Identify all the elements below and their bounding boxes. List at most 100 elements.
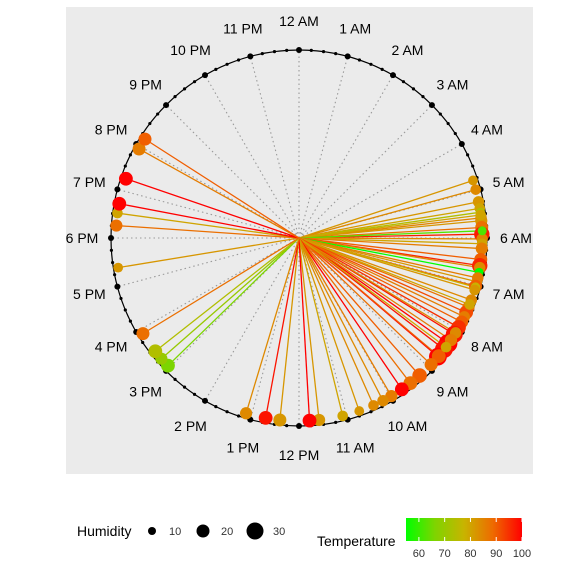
minor-tick	[173, 95, 177, 99]
data-segment	[298, 237, 472, 301]
data-point	[239, 407, 253, 420]
data-segment	[298, 237, 440, 357]
data-segment	[119, 203, 300, 239]
colorbar-tick-label: 100	[513, 548, 531, 560]
temperature-legend: Temperature 60 70 80 90 100	[317, 518, 531, 560]
data-point	[312, 413, 326, 427]
data-segment	[298, 237, 392, 397]
hour-tick	[108, 235, 114, 241]
minor-tick	[236, 414, 241, 418]
data-point	[368, 400, 379, 411]
hour-tick	[163, 102, 170, 109]
data-point	[377, 395, 389, 407]
hour-tick	[114, 283, 121, 290]
hour-label: 2 PM	[174, 418, 207, 434]
data-segment	[298, 237, 432, 366]
humidity-legend-key-20	[196, 524, 210, 538]
data-point	[470, 184, 482, 195]
data-segment	[160, 237, 300, 360]
colorbar-tick-label: 70	[439, 548, 451, 560]
minor-tick	[453, 131, 457, 136]
minor-tick	[214, 67, 218, 71]
data-point	[138, 132, 152, 146]
minor-tick	[334, 420, 338, 424]
data-segment	[117, 212, 300, 239]
data-segment	[298, 237, 465, 318]
minor-tick	[156, 112, 160, 116]
humidity-legend-label-10: 10	[169, 526, 181, 538]
minor-tick	[401, 80, 406, 84]
data-segment	[298, 220, 482, 239]
hour-label: 9 PM	[129, 77, 162, 93]
data-point	[110, 219, 123, 232]
data-segment	[116, 224, 300, 239]
data-segment	[167, 237, 300, 367]
hour-label: 2 AM	[392, 42, 424, 58]
data-point	[112, 196, 127, 211]
data-point	[440, 341, 452, 353]
hour-label: 12 PM	[279, 447, 319, 463]
data-segment	[142, 237, 300, 335]
data-segment	[298, 237, 459, 328]
data-segment	[125, 178, 300, 239]
minor-tick	[380, 67, 384, 71]
minor-tick	[438, 112, 442, 116]
hour-label: 12 AM	[279, 13, 319, 29]
humidity-legend-label-20: 20	[221, 526, 233, 538]
hour-label: 6 AM	[500, 230, 532, 246]
minor-tick	[182, 87, 187, 91]
minor-tick	[321, 50, 326, 54]
data-segment	[154, 237, 300, 352]
minor-tick	[357, 58, 362, 62]
data-segment	[298, 179, 474, 239]
minor-tick	[113, 273, 117, 277]
data-segment	[298, 237, 480, 269]
data-segment	[298, 237, 480, 273]
data-segment	[298, 237, 483, 245]
data-segment	[298, 237, 447, 348]
minor-tick	[369, 410, 373, 414]
minor-tick	[141, 340, 145, 345]
data-point	[136, 327, 150, 341]
hour-label: 5 AM	[493, 174, 525, 190]
data-segment	[298, 237, 375, 406]
data-point	[475, 242, 488, 255]
minor-tick	[109, 248, 114, 252]
minor-tick	[369, 62, 373, 66]
data-segment	[298, 237, 452, 341]
data-point	[424, 358, 438, 372]
hour-label: 11 PM	[223, 20, 262, 36]
minor-tick	[119, 296, 123, 301]
temperature-colorbar	[406, 518, 522, 541]
minor-tick	[446, 121, 450, 126]
minor-tick	[285, 423, 289, 428]
points-layer	[110, 132, 490, 428]
data-segment	[298, 237, 462, 323]
hour-label: 11 AM	[336, 440, 375, 456]
colorbar-tick-label: 60	[413, 548, 425, 560]
data-segment	[298, 237, 467, 314]
hour-tick	[344, 53, 351, 60]
data-point	[148, 344, 163, 359]
data-point	[132, 142, 146, 156]
minor-tick	[421, 95, 425, 99]
data-segment	[298, 201, 479, 239]
data-segment	[298, 237, 483, 240]
data-segment	[298, 189, 476, 239]
colorbar-tick-label: 80	[464, 548, 476, 560]
data-point	[464, 299, 475, 310]
humidity-legend-key-30	[246, 522, 264, 540]
minor-tick	[466, 153, 470, 157]
minor-tick	[411, 87, 416, 91]
data-segment	[298, 237, 344, 417]
data-point	[431, 349, 446, 363]
minor-tick	[260, 52, 264, 56]
hour-label: 10 AM	[388, 418, 428, 434]
data-point	[477, 226, 487, 236]
data-point	[302, 413, 317, 428]
hour-label: 8 PM	[95, 122, 128, 138]
minor-tick	[214, 405, 218, 409]
hour-label: 10 PM	[170, 42, 210, 58]
data-point	[118, 171, 133, 186]
